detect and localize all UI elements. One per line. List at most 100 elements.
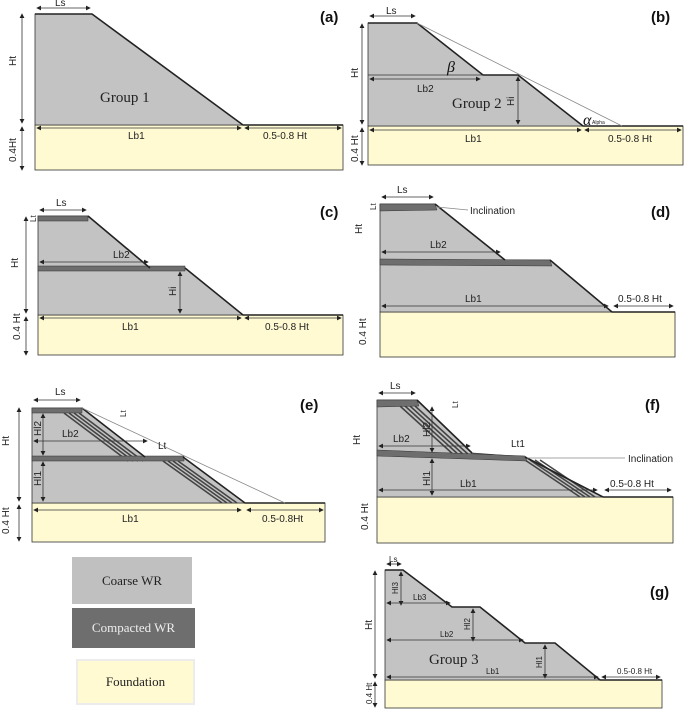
- ht-label: Ht: [352, 435, 363, 445]
- foundation-height-label: 0.4 Ht: [358, 318, 369, 345]
- compacted-layer: [376, 399, 420, 408]
- panel-c: (c) Ls Ht Lt Lb2 Hi Lb1 0.5-0.8 Ht 0.4 H…: [10, 198, 344, 356]
- panel-a: (a) Ls Ht Group 1 Lb1 0.5-0.8 Ht 0.4Ht: [8, 0, 344, 171]
- legend-coarse-wr: Coarse WR: [72, 557, 192, 604]
- ht-label: Ht: [350, 68, 361, 78]
- group-label: Group 1: [100, 90, 150, 106]
- lb2-label: Lb2: [417, 84, 434, 95]
- hl1-label: Hl1: [33, 471, 44, 486]
- lb1-label: Lb1: [465, 134, 482, 145]
- foundation-height-label: 0.4 Ht: [360, 503, 371, 530]
- legend-compacted-wr: Compacted WR: [72, 608, 195, 648]
- panel-label: (g): [650, 584, 669, 601]
- panel-label: (f): [645, 397, 660, 414]
- panel-label: (d): [651, 204, 670, 221]
- ht-label: Ht: [8, 56, 19, 66]
- coarse-wr-body: [34, 13, 245, 126]
- lb2-label: Lb2: [113, 250, 130, 261]
- group-label: Group 2: [452, 96, 502, 112]
- compacted-layer: [37, 265, 186, 272]
- panel-d: (d) Ls Ht Lt Inclination Lb2 Lb1 0.5-0.8…: [354, 185, 676, 358]
- group-label: Group 3: [429, 652, 479, 668]
- toe-label: 0.5-0.8 Ht: [618, 294, 662, 305]
- lt-label: Lt: [119, 410, 128, 417]
- lb1-label: Lb1: [460, 479, 477, 490]
- ht-label: Ht: [1, 436, 12, 446]
- panel-label: (a): [320, 9, 338, 26]
- lb2-label: Lb2: [430, 240, 447, 251]
- compacted-layer: [379, 258, 553, 267]
- panel-g: (g) Ls Ht Hl3 Lb3 Hl2 Lb2 Group 3 Hl1 Lb…: [364, 555, 669, 709]
- hl2-label: Hl2: [422, 422, 433, 437]
- lt-label: Lt: [451, 401, 460, 408]
- ls-label: Ls: [55, 387, 66, 398]
- inclination-label: Inclination: [470, 206, 515, 217]
- ht-label: Ht: [354, 224, 365, 234]
- lb3-label: Lb3: [413, 593, 427, 602]
- toe-label: 0.5-0.8Ht: [262, 514, 303, 525]
- coarse-wr-body: [379, 203, 614, 313]
- lt-label: Lt: [369, 203, 378, 210]
- hl1-label: Hl1: [535, 655, 544, 668]
- lb1-label: Lb1: [486, 667, 500, 676]
- lb2-label: Lb2: [393, 434, 410, 445]
- ls-label: Ls: [397, 185, 408, 196]
- lt2-label: Lt: [158, 441, 167, 452]
- compacted-slope-layers: [63, 412, 238, 504]
- panel-b: (b) Ls Ht β Lb2 Group 2 Hi α Alpha Lb1 0…: [350, 6, 684, 166]
- lb1-label: Lb1: [122, 322, 139, 333]
- foundation: [367, 125, 684, 166]
- legend-label: Coarse WR: [101, 572, 163, 588]
- lb1-label: Lb1: [465, 294, 482, 305]
- compacted-layer: [376, 449, 528, 462]
- foundation-height-label: 0.4 Ht: [350, 135, 361, 162]
- panel-label: (b): [651, 9, 670, 26]
- toe-label: 0.5-0.8 Ht: [617, 667, 653, 676]
- ht-label: Ht: [10, 258, 21, 268]
- compacted-layer: [37, 215, 89, 222]
- panel-label: (e): [300, 397, 318, 414]
- compacted-layer: [379, 203, 438, 212]
- foundation-height-label: 0.4 Ht: [12, 313, 23, 340]
- inclination-label: Inclination: [628, 454, 673, 465]
- ls-label: Ls: [55, 0, 66, 9]
- toe-label: 0.5-0.8 Ht: [608, 134, 652, 145]
- toe-label: 0.5-0.8 Ht: [610, 479, 654, 490]
- foundation: [376, 496, 674, 544]
- lt-label: Lt: [29, 215, 38, 222]
- legend-label: Foundation: [105, 674, 166, 689]
- panel-label: (c): [320, 204, 338, 221]
- foundation-height-label: 0.4 Ht: [1, 507, 12, 534]
- alpha-symbol: α: [583, 112, 592, 129]
- coarse-wr-body: [384, 569, 602, 681]
- ls-label: Ls: [389, 555, 397, 564]
- ht-label: Ht: [364, 620, 375, 630]
- foundation: [379, 311, 676, 358]
- foundation-height-label: 0.4Ht: [8, 138, 19, 162]
- beta-symbol: β: [446, 59, 455, 76]
- hl1-label: Hl1: [422, 471, 433, 486]
- compacted-layer: [31, 455, 185, 462]
- panel-e: (e) Ls Ht Lt Lt Hl2 Lb2 Hl1 Lb1 0.5-0.8H…: [1, 387, 326, 543]
- foundation-height-label: 0.4 Ht: [365, 682, 374, 704]
- hl2-label: Hl2: [463, 617, 472, 630]
- toe-label: 0.5-0.8 Ht: [263, 131, 307, 142]
- panel-f: (f) Ls Ht Lt Lt1 Inclination Hl2 Lb2 Hl1…: [352, 381, 674, 544]
- hl3-label: Hl3: [391, 581, 400, 594]
- lb1-label: Lb1: [128, 131, 145, 142]
- ls-label: Ls: [390, 381, 401, 392]
- compacted-layer: [31, 407, 83, 414]
- hl2-label: Hl2: [33, 421, 44, 436]
- foundation: [384, 679, 663, 709]
- hi-label: Hi: [168, 287, 179, 296]
- foundation: [37, 314, 344, 356]
- coarse-wr-body: [37, 215, 245, 316]
- legend-foundation: Foundation: [76, 659, 195, 705]
- alpha-subscript: Alpha: [592, 120, 605, 126]
- lb1-label: Lb1: [122, 514, 139, 525]
- lb2-label: Lb2: [440, 630, 454, 639]
- ls-label: Ls: [386, 6, 397, 17]
- legend-label: Compacted WR: [91, 620, 176, 635]
